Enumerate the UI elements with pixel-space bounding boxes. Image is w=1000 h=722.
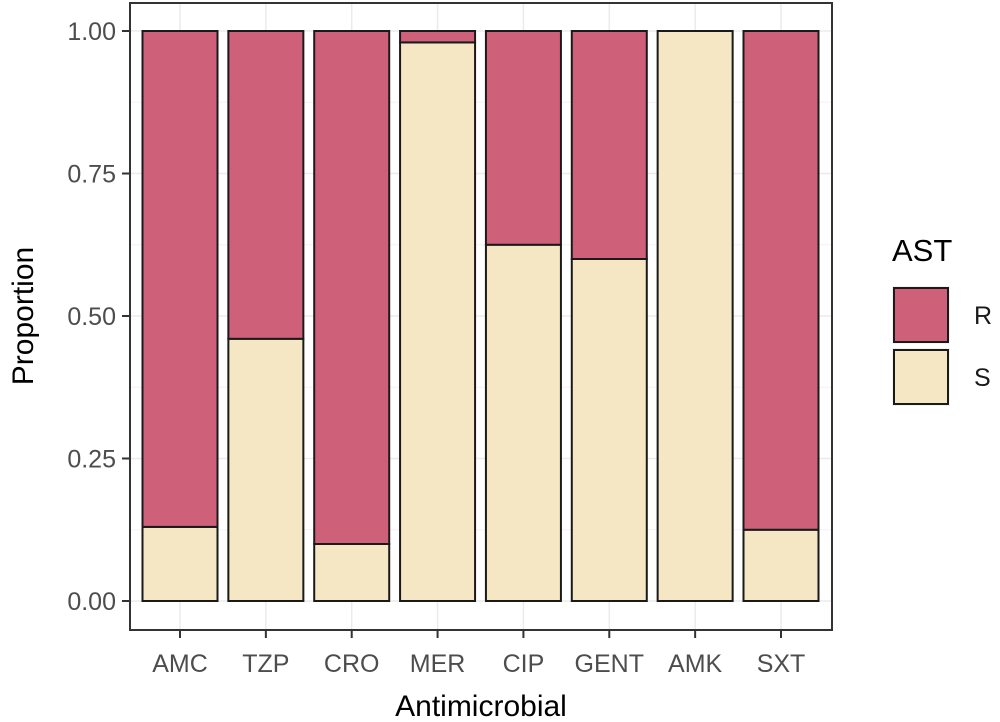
y-tick-label: 1.00	[67, 18, 116, 46]
bar-sxt-s	[742, 528, 820, 602]
legend: AST RS	[892, 233, 992, 406]
x-axis-ticks: AMC TZP CRO MER CIP GENT AMK SXT	[152, 630, 805, 678]
x-axis-title: Antimicrobial	[395, 690, 567, 722]
bar-amc-s	[141, 525, 219, 603]
bar-tzp-s	[227, 337, 305, 602]
y-tick-label: 0.25	[67, 446, 116, 474]
legend-key-s	[893, 349, 949, 405]
y-tick-label: 0.75	[67, 161, 116, 189]
x-tick-label: GENT	[575, 650, 644, 678]
x-tick-label: TZP	[242, 650, 289, 678]
y-axis-title: Proportion	[7, 247, 40, 385]
x-tick-label: AMK	[668, 650, 723, 678]
x-tick-label: SXT	[757, 650, 806, 678]
bar-cip-r	[484, 30, 562, 246]
bar-cip-s	[484, 243, 562, 602]
legend-title: AST	[892, 233, 952, 268]
bar-gent-s	[570, 258, 648, 602]
bars	[141, 30, 820, 603]
legend-key-r	[893, 287, 949, 343]
bar-mer-s	[399, 41, 477, 602]
legend-label-r: R	[974, 302, 992, 330]
bar-cro-s	[313, 543, 391, 602]
bar-mer-r	[399, 30, 477, 44]
y-axis-ticks: 0.00 0.25 0.50 0.75 1.00	[67, 18, 130, 616]
bar-tzp-r	[227, 30, 305, 340]
bar-amk-s	[656, 30, 734, 602]
x-tick-label: AMC	[152, 650, 208, 678]
legend-label-s: S	[974, 364, 991, 392]
bar-sxt-r	[742, 30, 820, 531]
x-tick-label: MER	[410, 650, 466, 678]
bar-cro-r	[313, 30, 391, 545]
y-tick-label: 0.00	[67, 588, 116, 616]
x-tick-label: CIP	[503, 650, 545, 678]
x-tick-label: CRO	[324, 650, 380, 678]
bar-gent-r	[570, 30, 648, 260]
y-tick-label: 0.50	[67, 303, 116, 331]
bar-amc-r	[141, 30, 219, 528]
legend-keys: RS	[892, 286, 992, 406]
